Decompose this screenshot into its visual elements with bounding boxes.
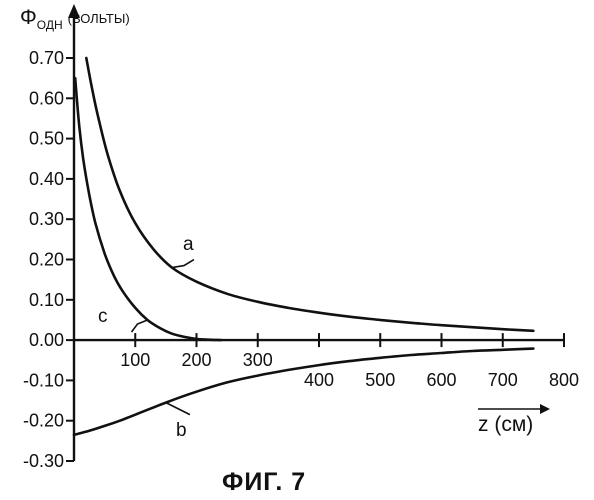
y-tick-label: 0.60 — [29, 88, 64, 108]
series-label-leader-c — [132, 320, 148, 332]
x-axis-title: z (см) — [478, 413, 533, 436]
x-tick-label: 700 — [488, 370, 518, 390]
y-axis-title-unit: (ВОЛЬТЫ) — [68, 11, 130, 26]
x-axis-title-arrow-icon — [540, 404, 550, 414]
y-tick-label: 0.20 — [29, 250, 64, 270]
x-tick-label: 300 — [243, 350, 273, 370]
series-line-a — [86, 58, 533, 331]
y-tick-label: 0.40 — [29, 169, 64, 189]
y-tick-label: 0.00 — [29, 330, 64, 350]
y-tick-label: 0.30 — [29, 209, 64, 229]
x-tick-label: 600 — [426, 370, 456, 390]
y-tick-label: 0.50 — [29, 129, 64, 149]
series-label-leader-a — [172, 260, 194, 268]
figure-caption: ФИГ. 7 — [222, 468, 306, 496]
y-axis-title-symbol: Φ — [20, 6, 37, 29]
x-tick-label: 100 — [120, 350, 150, 370]
x-tick-label: 200 — [181, 350, 211, 370]
x-tick-label: 500 — [365, 370, 395, 390]
y-tick-label: 0.70 — [29, 48, 64, 68]
y-tick-group: 0.70 0.60 0.50 0.40 0.30 0.20 0.10 0.00 -0.10 -0.… — [23, 48, 74, 471]
y-tick-label: 0.10 — [29, 290, 64, 310]
y-tick-label: -0.20 — [23, 411, 64, 431]
series-label-b: b — [176, 420, 187, 441]
series-label-a: a — [183, 234, 194, 255]
x-tick-label: 800 — [549, 370, 579, 390]
y-axis-title-subscript: ОДН — [37, 18, 63, 32]
y-tick-label: -0.10 — [23, 370, 64, 390]
series-label-leader-b — [166, 403, 190, 415]
x-tick-label: 400 — [304, 370, 334, 390]
y-tick-label: -0.30 — [23, 451, 64, 471]
series-label-c: c — [98, 306, 108, 327]
